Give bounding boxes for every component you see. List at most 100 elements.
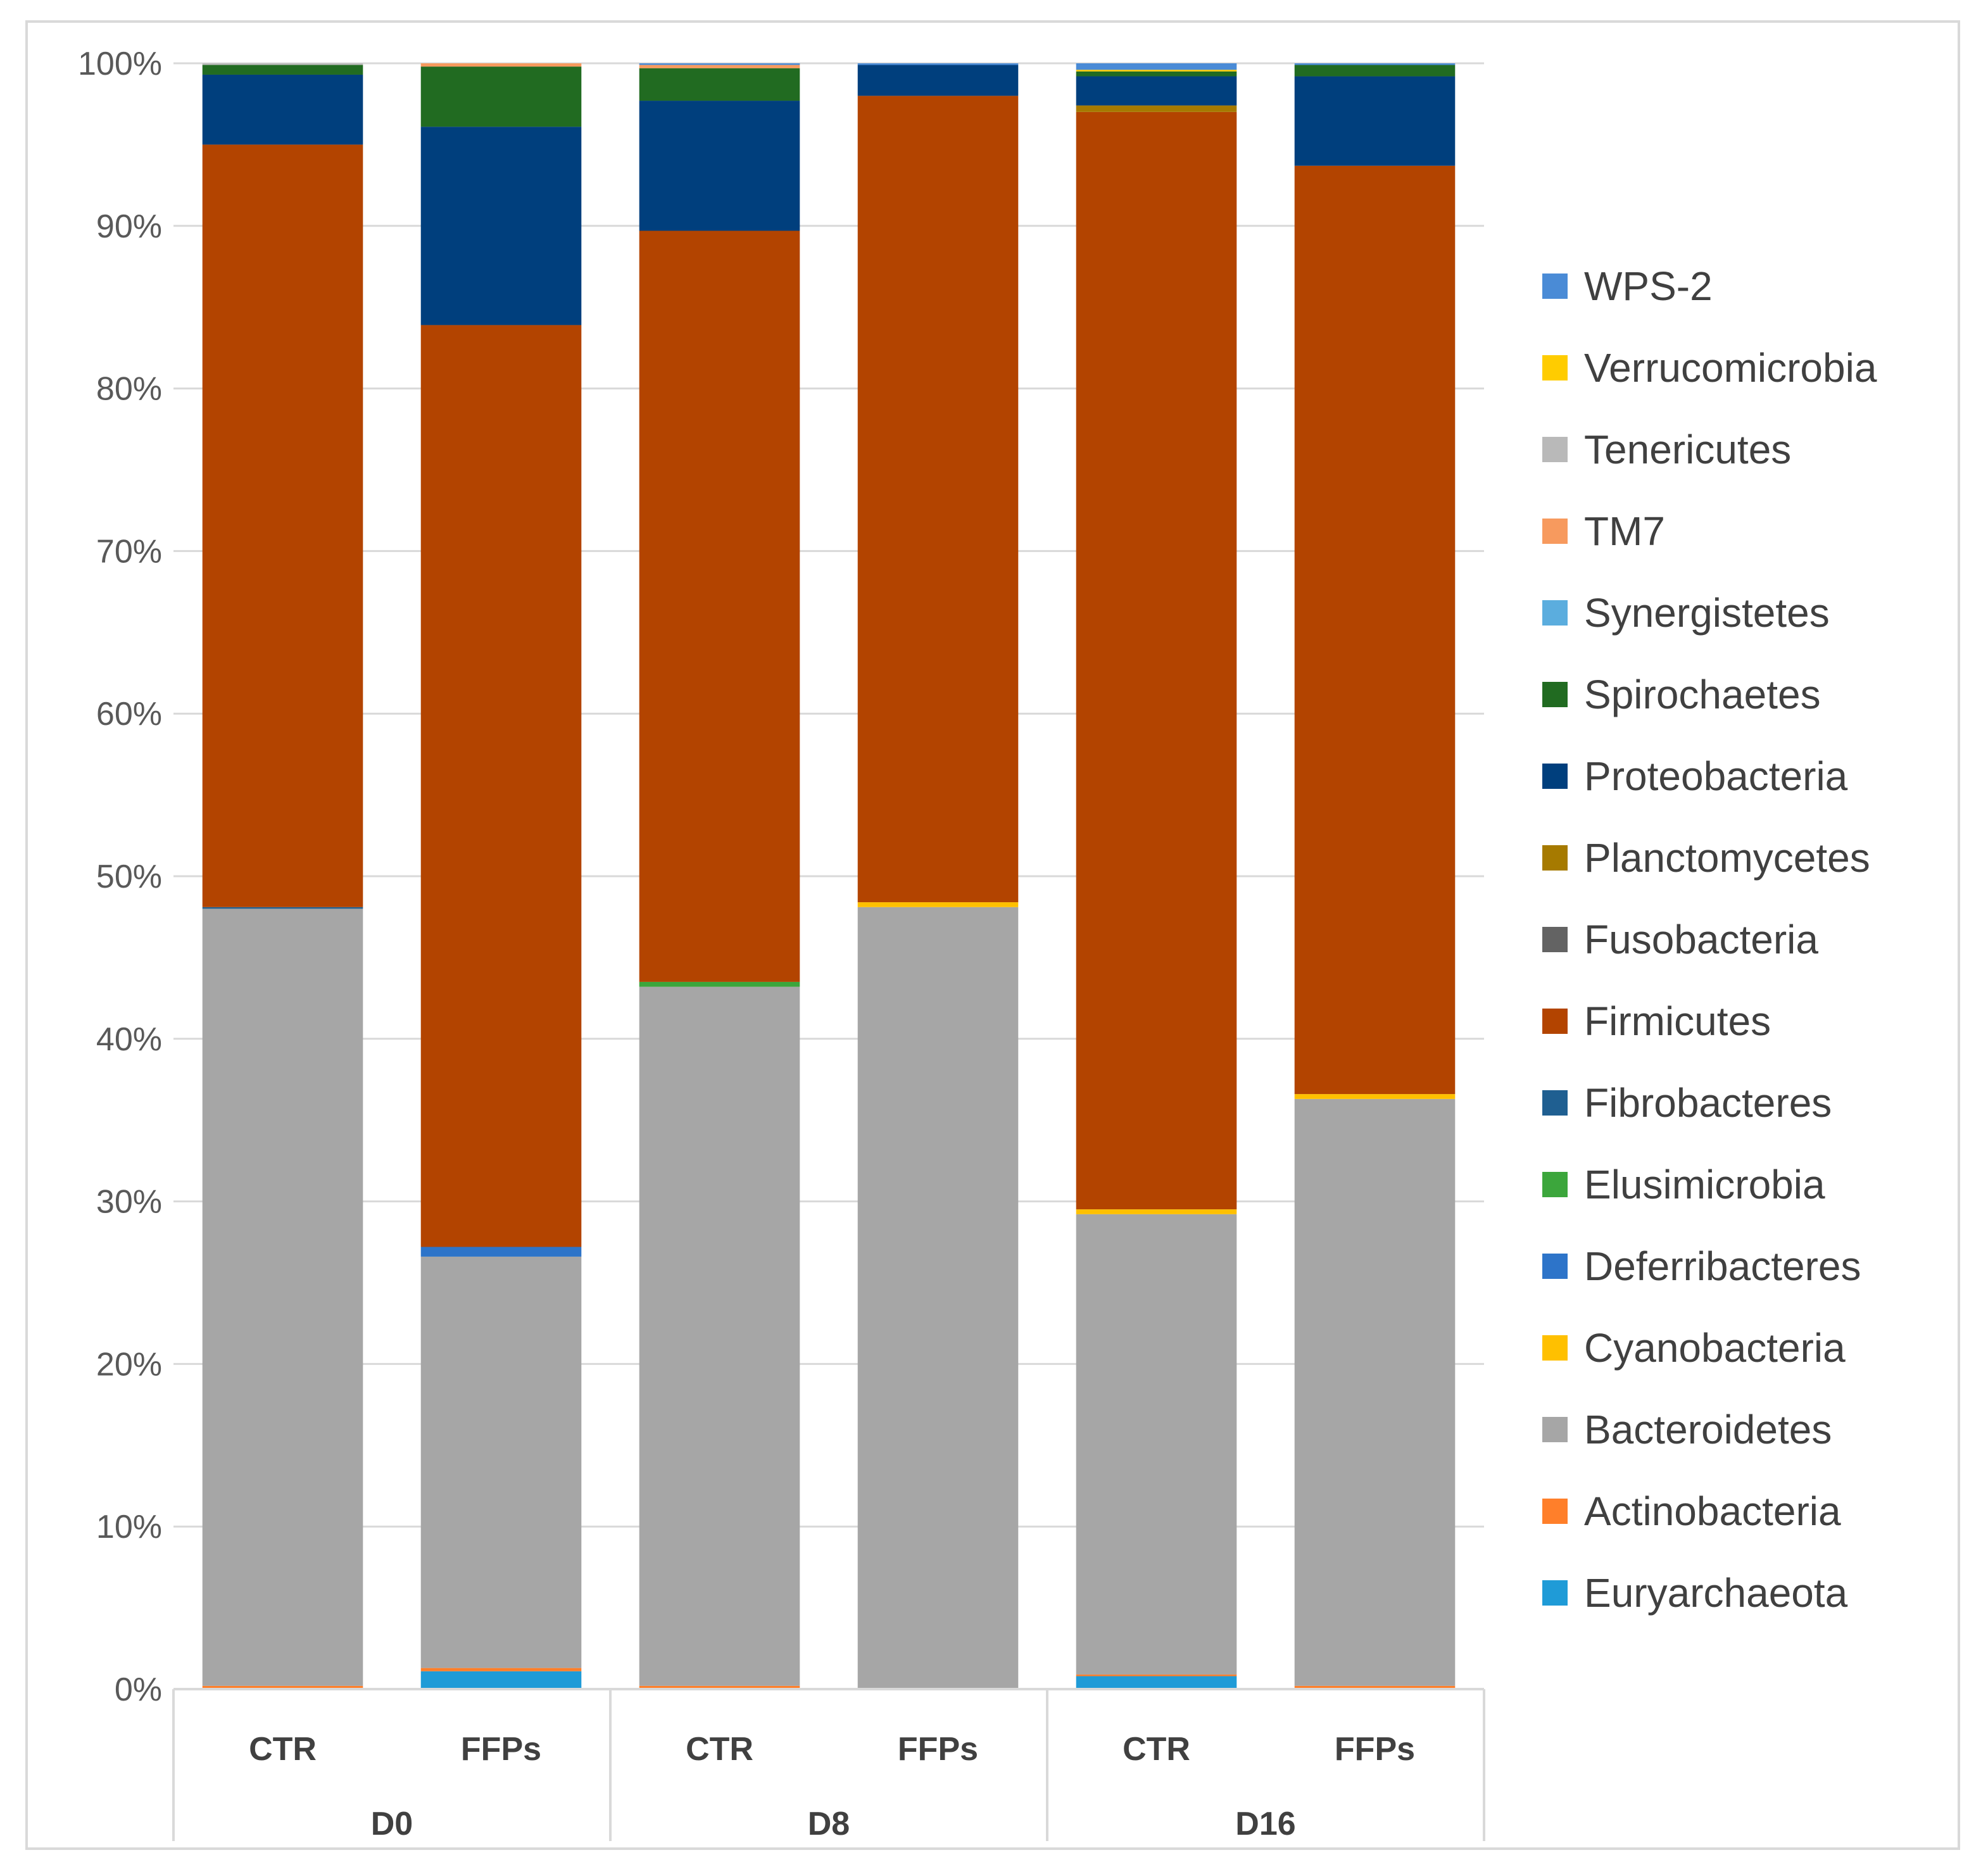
y-tick-label: 20% (96, 1346, 162, 1383)
legend-swatch (1542, 1090, 1568, 1116)
bar-segment-firmicutes (202, 144, 363, 907)
bar-segment-firmicutes (1076, 111, 1237, 1210)
legend-swatch (1542, 274, 1568, 299)
legend-swatch (1542, 519, 1568, 544)
x-category-label: FFPs (1335, 1731, 1415, 1768)
legend-swatch (1542, 355, 1568, 380)
bar-segment-firmicutes (420, 325, 582, 1247)
gridlines (173, 62, 1484, 1690)
bar-segment-spirochaetes (202, 65, 363, 75)
legend-label: Tenericutes (1584, 427, 1791, 472)
legend-swatch (1542, 1580, 1568, 1606)
bar-segment-wps-2 (1294, 63, 1456, 65)
bar-segment-firmicutes (1294, 165, 1456, 1095)
bar-segment-elusimicrobia (639, 981, 800, 987)
y-tick-label: 60% (96, 696, 162, 733)
stacked-bar-chart: CTR FFPs D0 CTR FFPs D8 CTR FFPs D16 0% 10% 20% 30%… (78, 46, 1877, 1842)
y-tick-label: 40% (96, 1021, 162, 1058)
x-category-label: CTR (1123, 1731, 1190, 1768)
bar-segment-proteobacteria (1076, 76, 1237, 106)
legend-swatch (1542, 764, 1568, 789)
bar-segment-proteobacteria (420, 127, 582, 325)
y-tick-label: 80% (96, 371, 162, 408)
legend-label: TM7 (1584, 508, 1665, 554)
x-category-label: FFPs (461, 1731, 541, 1768)
bar-segment-fibrobacteres (202, 907, 363, 909)
legend-label: Proteobacteria (1584, 753, 1848, 799)
bar-segment-spirochaetes (420, 66, 582, 127)
legend-swatch (1542, 600, 1568, 626)
bar-segment-tenericutes (202, 63, 363, 65)
legend-label: Firmicutes (1584, 998, 1771, 1044)
bar-segment-wps-2 (639, 63, 800, 65)
legend-swatch (1542, 1009, 1568, 1034)
legend-swatch (1542, 437, 1568, 462)
bar-segment-euryarchaeota (420, 1671, 582, 1689)
bar-segment-firmicutes (857, 96, 1019, 903)
bar-segment-proteobacteria (1294, 76, 1456, 166)
bar-segment-spirochaetes (1294, 65, 1456, 77)
legend-label: Deferribacteres (1584, 1243, 1861, 1289)
bar-segment-wps-2 (1076, 63, 1237, 70)
bar-segment-proteobacteria (202, 74, 363, 145)
bar-segment-bacteroidetes (202, 909, 363, 1686)
bar-segment-tm7 (639, 65, 800, 68)
legend-label: Cyanobacteria (1584, 1325, 1846, 1371)
bar-segment-actinobacteria (1076, 1674, 1237, 1676)
x-axis: CTR FFPs D0 CTR FFPs D8 CTR FFPs D16 (172, 1688, 1485, 1842)
bar-segment-verrucomicrobia (1076, 70, 1237, 72)
bars (202, 63, 1456, 1689)
bar-segment-actinobacteria (420, 1668, 582, 1671)
legend-swatch (1542, 1417, 1568, 1442)
x-group-label: D16 (1235, 1806, 1295, 1842)
bar-segment-planctomycetes (1076, 105, 1237, 112)
legend-label: Spirochaetes (1584, 672, 1821, 717)
x-category-label: CTR (686, 1731, 753, 1768)
legend-label: Actinobacteria (1584, 1488, 1841, 1534)
legend-label: Bacteroidetes (1584, 1407, 1832, 1452)
x-group-label: D8 (808, 1806, 850, 1842)
bar-segment-actinobacteria (202, 1685, 363, 1689)
legend-swatch (1542, 1499, 1568, 1524)
y-tick-label: 0% (115, 1671, 162, 1708)
y-axis-tick-labels: 0% 10% 20% 30% 40% 50% 60% 70% 80% 90% 100% (78, 46, 162, 1708)
bar-segment-proteobacteria (857, 65, 1019, 96)
legend-label: Fusobacteria (1584, 917, 1818, 962)
legend-label: Fibrobacteres (1584, 1080, 1832, 1126)
legend-swatch (1542, 927, 1568, 952)
legend-label: WPS-2 (1584, 263, 1713, 309)
bar-segment-bacteroidetes (420, 1256, 582, 1668)
y-tick-label: 90% (96, 208, 162, 245)
x-group-label: D0 (371, 1806, 413, 1842)
legend-label: Euryarchaeota (1584, 1570, 1848, 1616)
legend-label: Planctomycetes (1584, 835, 1870, 881)
x-category-label: FFPs (898, 1731, 978, 1768)
bar-segment-cyanobacteria (857, 902, 1019, 907)
bar-segment-actinobacteria (1294, 1685, 1456, 1689)
legend-swatch (1542, 845, 1568, 871)
bar-segment-proteobacteria (639, 101, 800, 231)
bar-segment-firmicutes (639, 230, 800, 982)
legend-swatch (1542, 1172, 1568, 1197)
y-tick-label: 100% (78, 46, 162, 82)
legend-swatch (1542, 682, 1568, 707)
y-tick-label: 70% (96, 533, 162, 570)
legend-label: Verrucomicrobia (1584, 345, 1877, 391)
bar-segment-cyanobacteria (1076, 1209, 1237, 1214)
legend-swatch (1542, 1335, 1568, 1361)
bar-segment-bacteroidetes (1294, 1098, 1456, 1686)
chart-frame: CTR FFPs D0 CTR FFPs D8 CTR FFPs D16 0% 10% 20% 30%… (25, 20, 1960, 1850)
bar-segment-euryarchaeota (1076, 1676, 1237, 1689)
bar-segment-bacteroidetes (857, 907, 1019, 1689)
bar-segment-deferribacteres (420, 1247, 582, 1257)
bar-segment-spirochaetes (1076, 71, 1237, 77)
legend-label: Elusimicrobia (1584, 1162, 1825, 1207)
bar-segment-cyanobacteria (1294, 1094, 1456, 1099)
y-tick-label: 10% (96, 1509, 162, 1545)
bar-segment-actinobacteria (639, 1685, 800, 1689)
x-category-label: CTR (249, 1731, 317, 1768)
bar-segment-bacteroidetes (639, 986, 800, 1686)
y-tick-label: 30% (96, 1184, 162, 1221)
legend-swatch (1542, 1254, 1568, 1279)
legend-label: Synergistetes (1584, 590, 1830, 636)
